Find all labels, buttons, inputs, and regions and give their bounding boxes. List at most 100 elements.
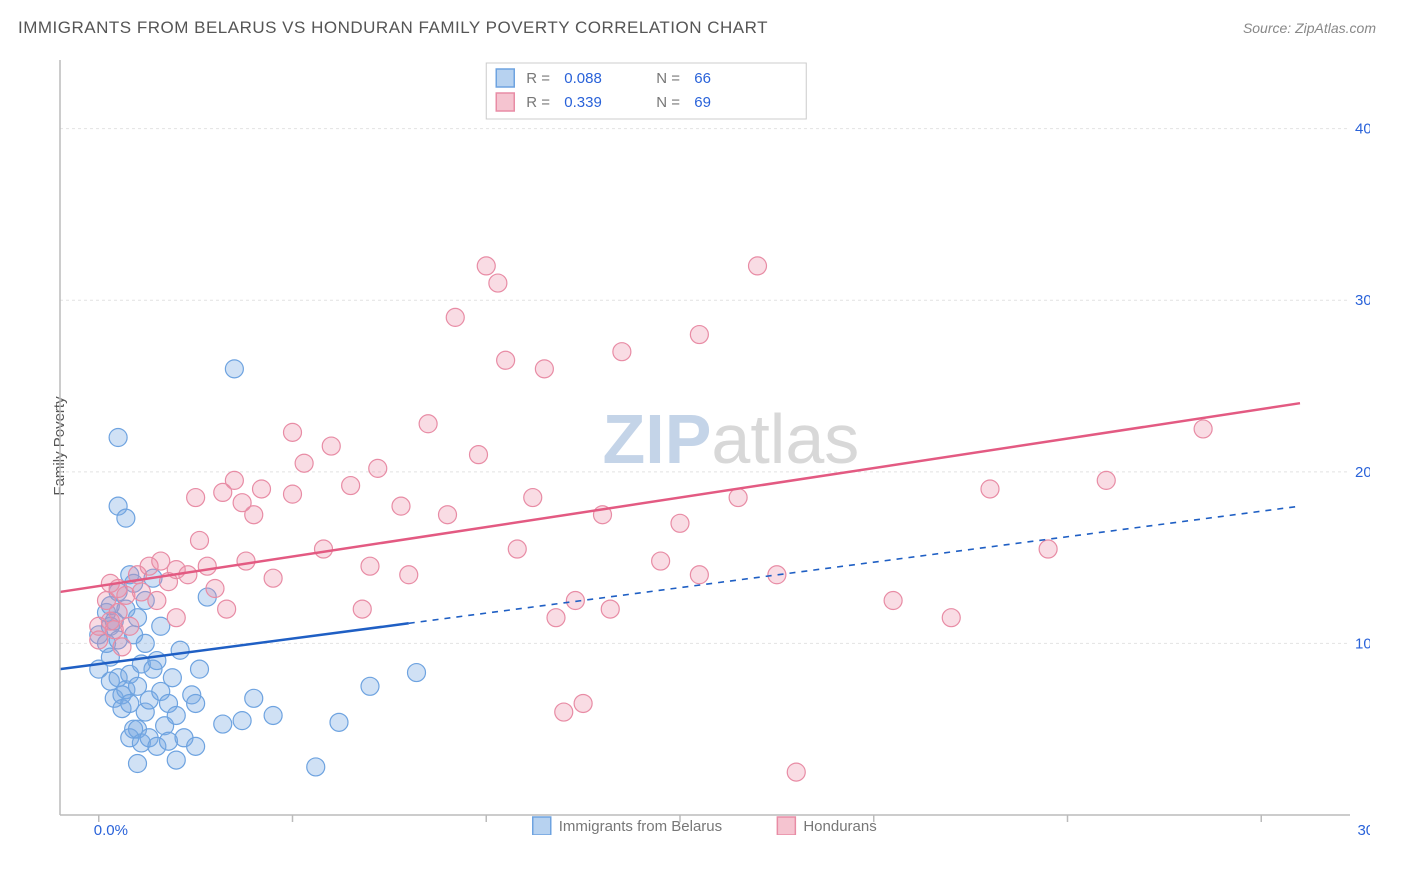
data-point-hondurans — [148, 592, 166, 610]
y-tick-label: 10.0% — [1355, 635, 1370, 652]
data-point-belarus — [187, 737, 205, 755]
legend-n-label: N = — [656, 94, 680, 111]
trend-line-dashed-belarus — [409, 506, 1300, 623]
data-point-hondurans — [477, 257, 495, 275]
data-point-hondurans — [470, 446, 488, 464]
data-point-hondurans — [574, 694, 592, 712]
data-point-belarus — [117, 509, 135, 527]
data-point-hondurans — [942, 609, 960, 627]
data-point-belarus — [136, 634, 154, 652]
legend-r-label: R = — [526, 94, 550, 111]
data-point-hondurans — [284, 485, 302, 503]
data-point-belarus — [191, 660, 209, 678]
data-point-hondurans — [446, 308, 464, 326]
data-point-hondurans — [489, 274, 507, 292]
data-point-hondurans — [105, 621, 123, 639]
scatter-plot-svg: 10.0%20.0%30.0%40.0%ZIPatlas0.0%30.0%R =… — [50, 55, 1370, 835]
data-point-hondurans — [981, 480, 999, 498]
data-point-hondurans — [787, 763, 805, 781]
data-point-hondurans — [497, 351, 515, 369]
data-point-hondurans — [535, 360, 553, 378]
legend-n-label: N = — [656, 70, 680, 87]
data-point-belarus — [148, 652, 166, 670]
data-point-belarus — [109, 429, 127, 447]
legend-r-value: 0.088 — [564, 70, 602, 87]
data-point-belarus — [167, 706, 185, 724]
chart-area: 10.0%20.0%30.0%40.0%ZIPatlas0.0%30.0%R =… — [50, 55, 1370, 835]
bottom-legend-label: Hondurans — [803, 818, 876, 835]
data-point-belarus — [187, 694, 205, 712]
data-point-hondurans — [1194, 420, 1212, 438]
data-point-hondurans — [361, 557, 379, 575]
data-point-hondurans — [652, 552, 670, 570]
x-tick-label: 30.0% — [1357, 822, 1370, 835]
data-point-hondurans — [206, 580, 224, 598]
data-point-hondurans — [245, 506, 263, 524]
data-point-hondurans — [179, 566, 197, 584]
data-point-hondurans — [690, 566, 708, 584]
data-point-hondurans — [322, 437, 340, 455]
bottom-legend-swatch — [777, 817, 795, 835]
source-credit: Source: ZipAtlas.com — [1243, 20, 1376, 36]
data-point-hondurans — [167, 609, 185, 627]
data-point-belarus — [225, 360, 243, 378]
y-tick-label: 40.0% — [1355, 121, 1370, 138]
data-point-hondurans — [295, 454, 313, 472]
data-point-hondurans — [524, 489, 542, 507]
data-point-hondurans — [566, 592, 584, 610]
chart-container: IMMIGRANTS FROM BELARUS VS HONDURAN FAMI… — [0, 0, 1406, 892]
data-point-hondurans — [729, 489, 747, 507]
legend-r-value: 0.339 — [564, 94, 602, 111]
legend-swatch — [496, 69, 514, 87]
data-point-hondurans — [555, 703, 573, 721]
data-point-belarus — [408, 664, 426, 682]
data-point-hondurans — [284, 423, 302, 441]
data-point-hondurans — [613, 343, 631, 361]
bottom-legend-label: Immigrants from Belarus — [559, 818, 722, 835]
data-point-hondurans — [1039, 540, 1057, 558]
data-point-hondurans — [198, 557, 216, 575]
data-point-belarus — [129, 755, 147, 773]
legend-swatch — [496, 93, 514, 111]
data-point-hondurans — [187, 489, 205, 507]
data-point-hondurans — [439, 506, 457, 524]
data-point-hondurans — [90, 631, 108, 649]
bottom-legend-swatch — [533, 817, 551, 835]
chart-title: IMMIGRANTS FROM BELARUS VS HONDURAN FAMI… — [18, 18, 768, 38]
data-point-hondurans — [113, 638, 131, 656]
data-point-belarus — [167, 751, 185, 769]
data-point-belarus — [214, 715, 232, 733]
data-point-hondurans — [191, 531, 209, 549]
y-tick-label: 20.0% — [1355, 464, 1370, 481]
legend-r-label: R = — [526, 70, 550, 87]
data-point-hondurans — [419, 415, 437, 433]
legend-n-value: 66 — [694, 70, 711, 87]
data-point-hondurans — [1097, 471, 1115, 489]
data-point-hondurans — [342, 477, 360, 495]
data-point-belarus — [361, 677, 379, 695]
data-point-hondurans — [253, 480, 271, 498]
data-point-hondurans — [601, 600, 619, 618]
data-point-hondurans — [117, 586, 135, 604]
data-point-belarus — [171, 641, 189, 659]
data-point-belarus — [264, 706, 282, 724]
y-tick-label: 30.0% — [1355, 292, 1370, 309]
data-point-belarus — [160, 732, 178, 750]
data-point-hondurans — [547, 609, 565, 627]
data-point-hondurans — [884, 592, 902, 610]
data-point-hondurans — [690, 326, 708, 344]
x-tick-label: 0.0% — [94, 822, 128, 835]
data-point-hondurans — [121, 617, 139, 635]
data-point-belarus — [245, 689, 263, 707]
data-point-hondurans — [264, 569, 282, 587]
data-point-hondurans — [671, 514, 689, 532]
data-point-hondurans — [369, 459, 387, 477]
legend-n-value: 69 — [694, 94, 711, 111]
data-point-hondurans — [315, 540, 333, 558]
data-point-hondurans — [353, 600, 371, 618]
data-point-hondurans — [508, 540, 526, 558]
data-point-hondurans — [218, 600, 236, 618]
data-point-belarus — [307, 758, 325, 776]
data-point-hondurans — [400, 566, 418, 584]
data-point-hondurans — [749, 257, 767, 275]
